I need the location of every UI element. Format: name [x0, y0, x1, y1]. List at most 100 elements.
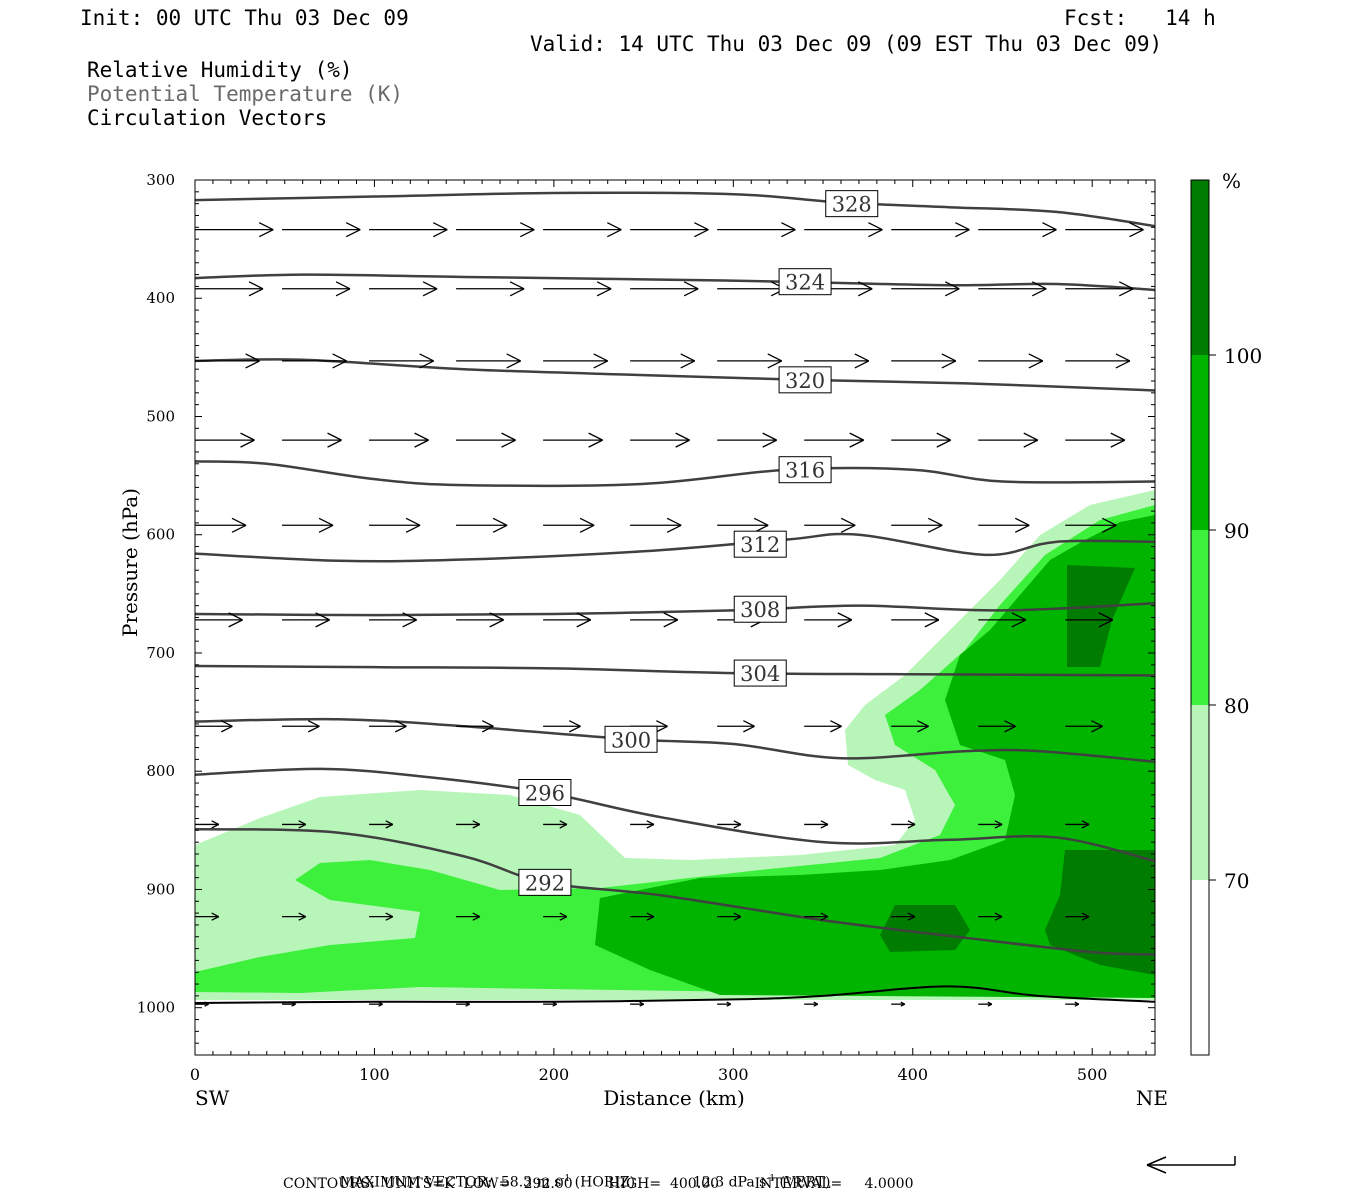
circulation-vector [456, 1001, 470, 1007]
colorbar: % 100 90 80 70 [1190, 169, 1262, 1056]
circulation-vector [543, 612, 592, 628]
circulation-vector [543, 820, 568, 829]
circulation-vector [717, 432, 777, 448]
field-label-vectors: Circulation Vectors [87, 106, 328, 130]
circulation-vector [1065, 432, 1126, 448]
contour-label-box [518, 868, 572, 896]
theta-contour-324 [195, 273, 1155, 292]
circulation-vector [456, 612, 504, 628]
colorbar-swatch-80 [1191, 530, 1209, 705]
theta-contour-292 [195, 827, 1155, 956]
contour-label-308: 308 [740, 598, 780, 622]
circulation-vector [1065, 281, 1134, 297]
contour-label-box [778, 366, 832, 394]
circulation-vector [282, 432, 342, 448]
sw-end-label: SW [195, 1086, 230, 1110]
contour-label-300: 300 [611, 728, 651, 752]
colorbar-label-70: 70 [1224, 869, 1249, 893]
y-tick-label: 300 [146, 171, 175, 189]
circulation-vector [1065, 720, 1103, 733]
circulation-vector [1065, 353, 1131, 369]
circulation-vector [543, 1001, 558, 1007]
circulation-vector [543, 912, 568, 921]
circulation-vector [978, 281, 1047, 297]
circulation-vector [891, 1001, 906, 1007]
y-tick-label: 600 [146, 526, 175, 544]
circulation-vector [1065, 912, 1090, 921]
circulation-vector [456, 353, 521, 369]
contour-label-box [604, 725, 658, 753]
circulation-vector [195, 912, 220, 921]
x-tick-label: 200 [539, 1065, 570, 1084]
circulation-vector [978, 820, 1003, 829]
circulation-vector [630, 820, 655, 829]
circulation-vector [282, 1001, 296, 1007]
valid-time: Valid: 14 UTC Thu 03 Dec 09 (09 EST Thu … [530, 32, 1163, 56]
circulation-vector [717, 222, 796, 238]
circulation-vector [891, 612, 940, 628]
circulation-vector [891, 281, 960, 297]
contour-label-304: 304 [740, 662, 780, 686]
circulation-vector [195, 820, 220, 829]
y-tick-label: 900 [146, 880, 175, 898]
circulation-vector [891, 720, 929, 733]
circulation-vector [630, 517, 682, 533]
circulation-vector [804, 912, 829, 921]
circulation-vector [978, 353, 1044, 369]
circulation-vector [978, 517, 1030, 533]
circulation-vector [891, 912, 916, 921]
contour-label-324: 324 [785, 271, 825, 295]
circulation-vector [369, 612, 417, 628]
y-tick-label: 400 [146, 289, 175, 307]
theta-contour-328 [195, 191, 1155, 228]
circulation-vector [195, 281, 264, 297]
max-vector-horiz: 58.3 m s [500, 1174, 562, 1191]
circulation-vector [630, 432, 690, 448]
circulation-vector [456, 820, 481, 829]
theta-contour-316 [195, 460, 1155, 487]
circulation-vector [369, 281, 438, 297]
circulation-vector [369, 517, 421, 533]
circulation-vector [195, 432, 255, 448]
x-tick-label: 500 [1077, 1065, 1108, 1084]
circulation-vector [369, 912, 394, 921]
circulation-vector [1065, 1001, 1080, 1007]
theta-contour-296 [195, 767, 1155, 863]
circulation-vector [369, 820, 394, 829]
circulation-vector [630, 1001, 645, 1007]
circulation-vector [717, 353, 783, 369]
x-tick-label: 100 [359, 1065, 390, 1084]
field-label-theta: Potential Temperature (K) [87, 82, 404, 106]
max-vector-label: MAXIMUM VECTOR: [340, 1174, 492, 1191]
circulation-vector [978, 432, 1039, 448]
circulation-vector [978, 222, 1057, 238]
circulation-vector [630, 281, 699, 297]
surface-line [195, 985, 1155, 1004]
contour-label-layer: 328 324 320 316 312 308 304 300 296 292 [518, 190, 879, 896]
circulation-vector [543, 353, 609, 369]
circulation-vector [195, 1001, 209, 1007]
y-tick-label: 500 [146, 407, 175, 425]
circulation-vector [630, 353, 696, 369]
circulation-vector [978, 720, 1016, 733]
vert-exponent: -1 [766, 1174, 776, 1184]
circulation-vector [282, 353, 347, 369]
circulation-vector [804, 820, 829, 829]
contour-label-box [733, 595, 787, 623]
circulation-vector [630, 612, 679, 628]
circulation-vector [717, 281, 786, 297]
theta-contour-312 [195, 532, 1155, 563]
circulation-vector [804, 517, 856, 533]
theta-contour-304 [195, 664, 1155, 677]
circulation-vector [195, 353, 260, 369]
circulation-vector [1065, 517, 1117, 533]
circulation-vector [282, 720, 320, 733]
circulation-vector [369, 353, 434, 369]
x-tick-label: 300 [718, 1065, 749, 1084]
circulation-vector [369, 1001, 383, 1007]
below-ground-mask [195, 1003, 1155, 1055]
contour-label-box [778, 456, 832, 484]
contour-label-312: 312 [740, 533, 780, 557]
colorbar-label-80: 80 [1224, 694, 1249, 718]
rh-region-90 [595, 515, 1155, 998]
